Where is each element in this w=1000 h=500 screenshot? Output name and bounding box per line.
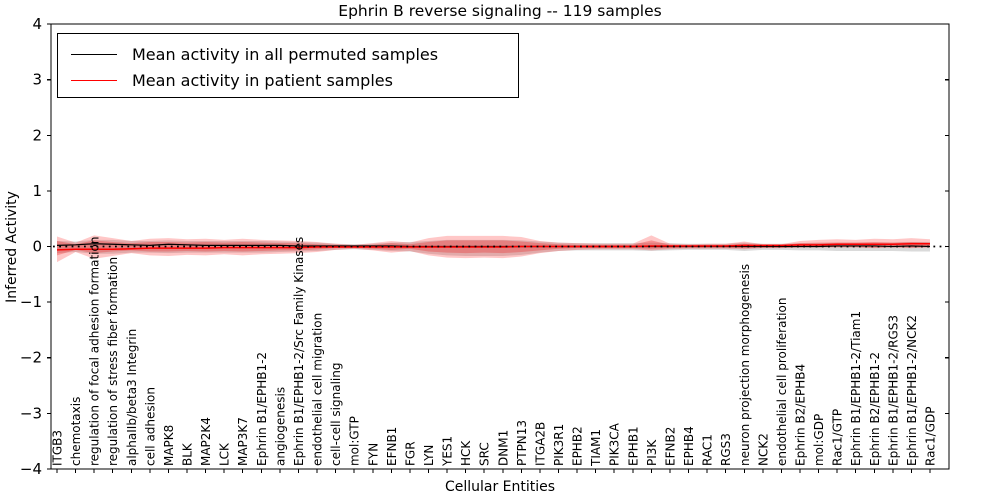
x-tick-label: EFNB2 [663, 427, 677, 466]
x-tick-label: chemotaxis [69, 397, 83, 466]
x-tick-label: EPHB2 [571, 426, 585, 466]
x-tick-label: Rac1/GDP [924, 407, 938, 466]
x-tick-label: EFNB1 [385, 427, 399, 466]
x-tick-label: BLK [181, 442, 195, 466]
x-tick-label: FGR [403, 441, 417, 466]
x-tick-label: Ephrin B1/EPHB1-2/RGS3 [886, 315, 900, 466]
x-tick-label: PI3K [645, 439, 659, 466]
x-tick-label: EPHB1 [626, 426, 640, 466]
y-tick-label: −1 [20, 293, 42, 311]
x-tick-label: PIK3R1 [552, 424, 566, 466]
x-tick-label: Ephrin B1/EPHB1-2/NCK2 [905, 315, 919, 466]
y-tick-label: −4 [20, 460, 42, 478]
x-tick-label: cell-cell signaling [329, 363, 343, 467]
x-tick-label: RAC1 [701, 434, 715, 466]
x-tick-label: ITGB3 [51, 430, 65, 466]
x-tick-label: endothelial cell migration [311, 313, 325, 466]
y-tick-label: −3 [20, 404, 42, 422]
x-tick-label: FYN [366, 443, 380, 466]
x-tick-label: MAP3K7 [236, 417, 250, 466]
legend-line-sample-black [71, 53, 117, 55]
x-tick-label: regulation of focal adhesion formation [88, 237, 102, 466]
x-tick-label: mol:GDP [812, 414, 826, 466]
x-tick-label: cell adhesion [143, 387, 157, 466]
x-tick-label: YES1 [441, 436, 455, 467]
legend-label: Mean activity in patient samples [132, 70, 393, 90]
y-tick-label: 0 [32, 238, 42, 256]
x-tick-label: DNM1 [496, 430, 510, 466]
x-tick-label: Ephrin B1/EPHB1-2/Src Family Kinases [292, 237, 306, 466]
x-tick-label: EPHB4 [682, 426, 696, 466]
x-tick-label: LYN [422, 445, 436, 466]
legend: Mean activity in all permuted samples Me… [57, 33, 519, 98]
x-tick-label: PIK3CA [608, 422, 622, 466]
x-tick-label: regulation of stress fiber formation [106, 257, 120, 466]
patient-samples-band-outer [57, 235, 930, 263]
x-tick-label: HCK [459, 440, 473, 466]
x-tick-label: Ephrin B2/EPHB4 [793, 364, 807, 466]
y-axis-label: Inferred Activity [4, 191, 20, 303]
x-tick-label: Ephrin B1/EPHB1-2 [255, 352, 269, 466]
x-tick-label: PTPN13 [515, 420, 529, 466]
x-tick-label: NCK2 [756, 433, 770, 466]
x-tick-label: endothelial cell proliferation [775, 298, 789, 466]
x-tick-label: Ephrin B1/EPHB1-2/Tiam1 [849, 311, 863, 466]
x-tick-label: neuron projection morphogenesis [738, 264, 752, 466]
x-tick-label: LCK [218, 442, 232, 466]
x-tick-label: Ephrin B2/EPHB1-2 [868, 352, 882, 466]
x-tick-label: angiogenesis [273, 387, 287, 466]
x-tick-label: Rac1/GTP [831, 409, 845, 466]
y-tick-label: 2 [32, 126, 42, 144]
legend-label: Mean activity in all permuted samples [132, 44, 439, 64]
x-tick-label: alphaIIb/beta3 Integrin [125, 329, 139, 466]
x-tick-label: RGS3 [719, 433, 733, 466]
legend-item-patient: Mean activity in patient samples [71, 67, 518, 93]
x-tick-label: TIAM1 [589, 429, 603, 467]
y-tick-label: 3 [32, 71, 42, 89]
x-tick-label: SRC [478, 442, 492, 466]
y-tick-label: −2 [20, 349, 42, 367]
chart-title: Ephrin B reverse signaling -- 119 sample… [338, 2, 662, 20]
y-tick-label: 1 [32, 182, 42, 200]
y-tick-label: 4 [32, 15, 42, 33]
patient-samples-band-inner [57, 240, 930, 256]
permuted-samples-band [57, 239, 930, 256]
x-tick-label: MAPK8 [162, 425, 176, 466]
x-tick-label: MAP2K4 [199, 417, 213, 466]
legend-line-sample-red [71, 79, 117, 81]
x-tick-label: mol:GTP [348, 416, 362, 466]
x-tick-label: ITGA2B [533, 422, 547, 466]
legend-item-permuted: Mean activity in all permuted samples [71, 41, 518, 67]
x-axis-label: Cellular Entities [444, 479, 556, 495]
